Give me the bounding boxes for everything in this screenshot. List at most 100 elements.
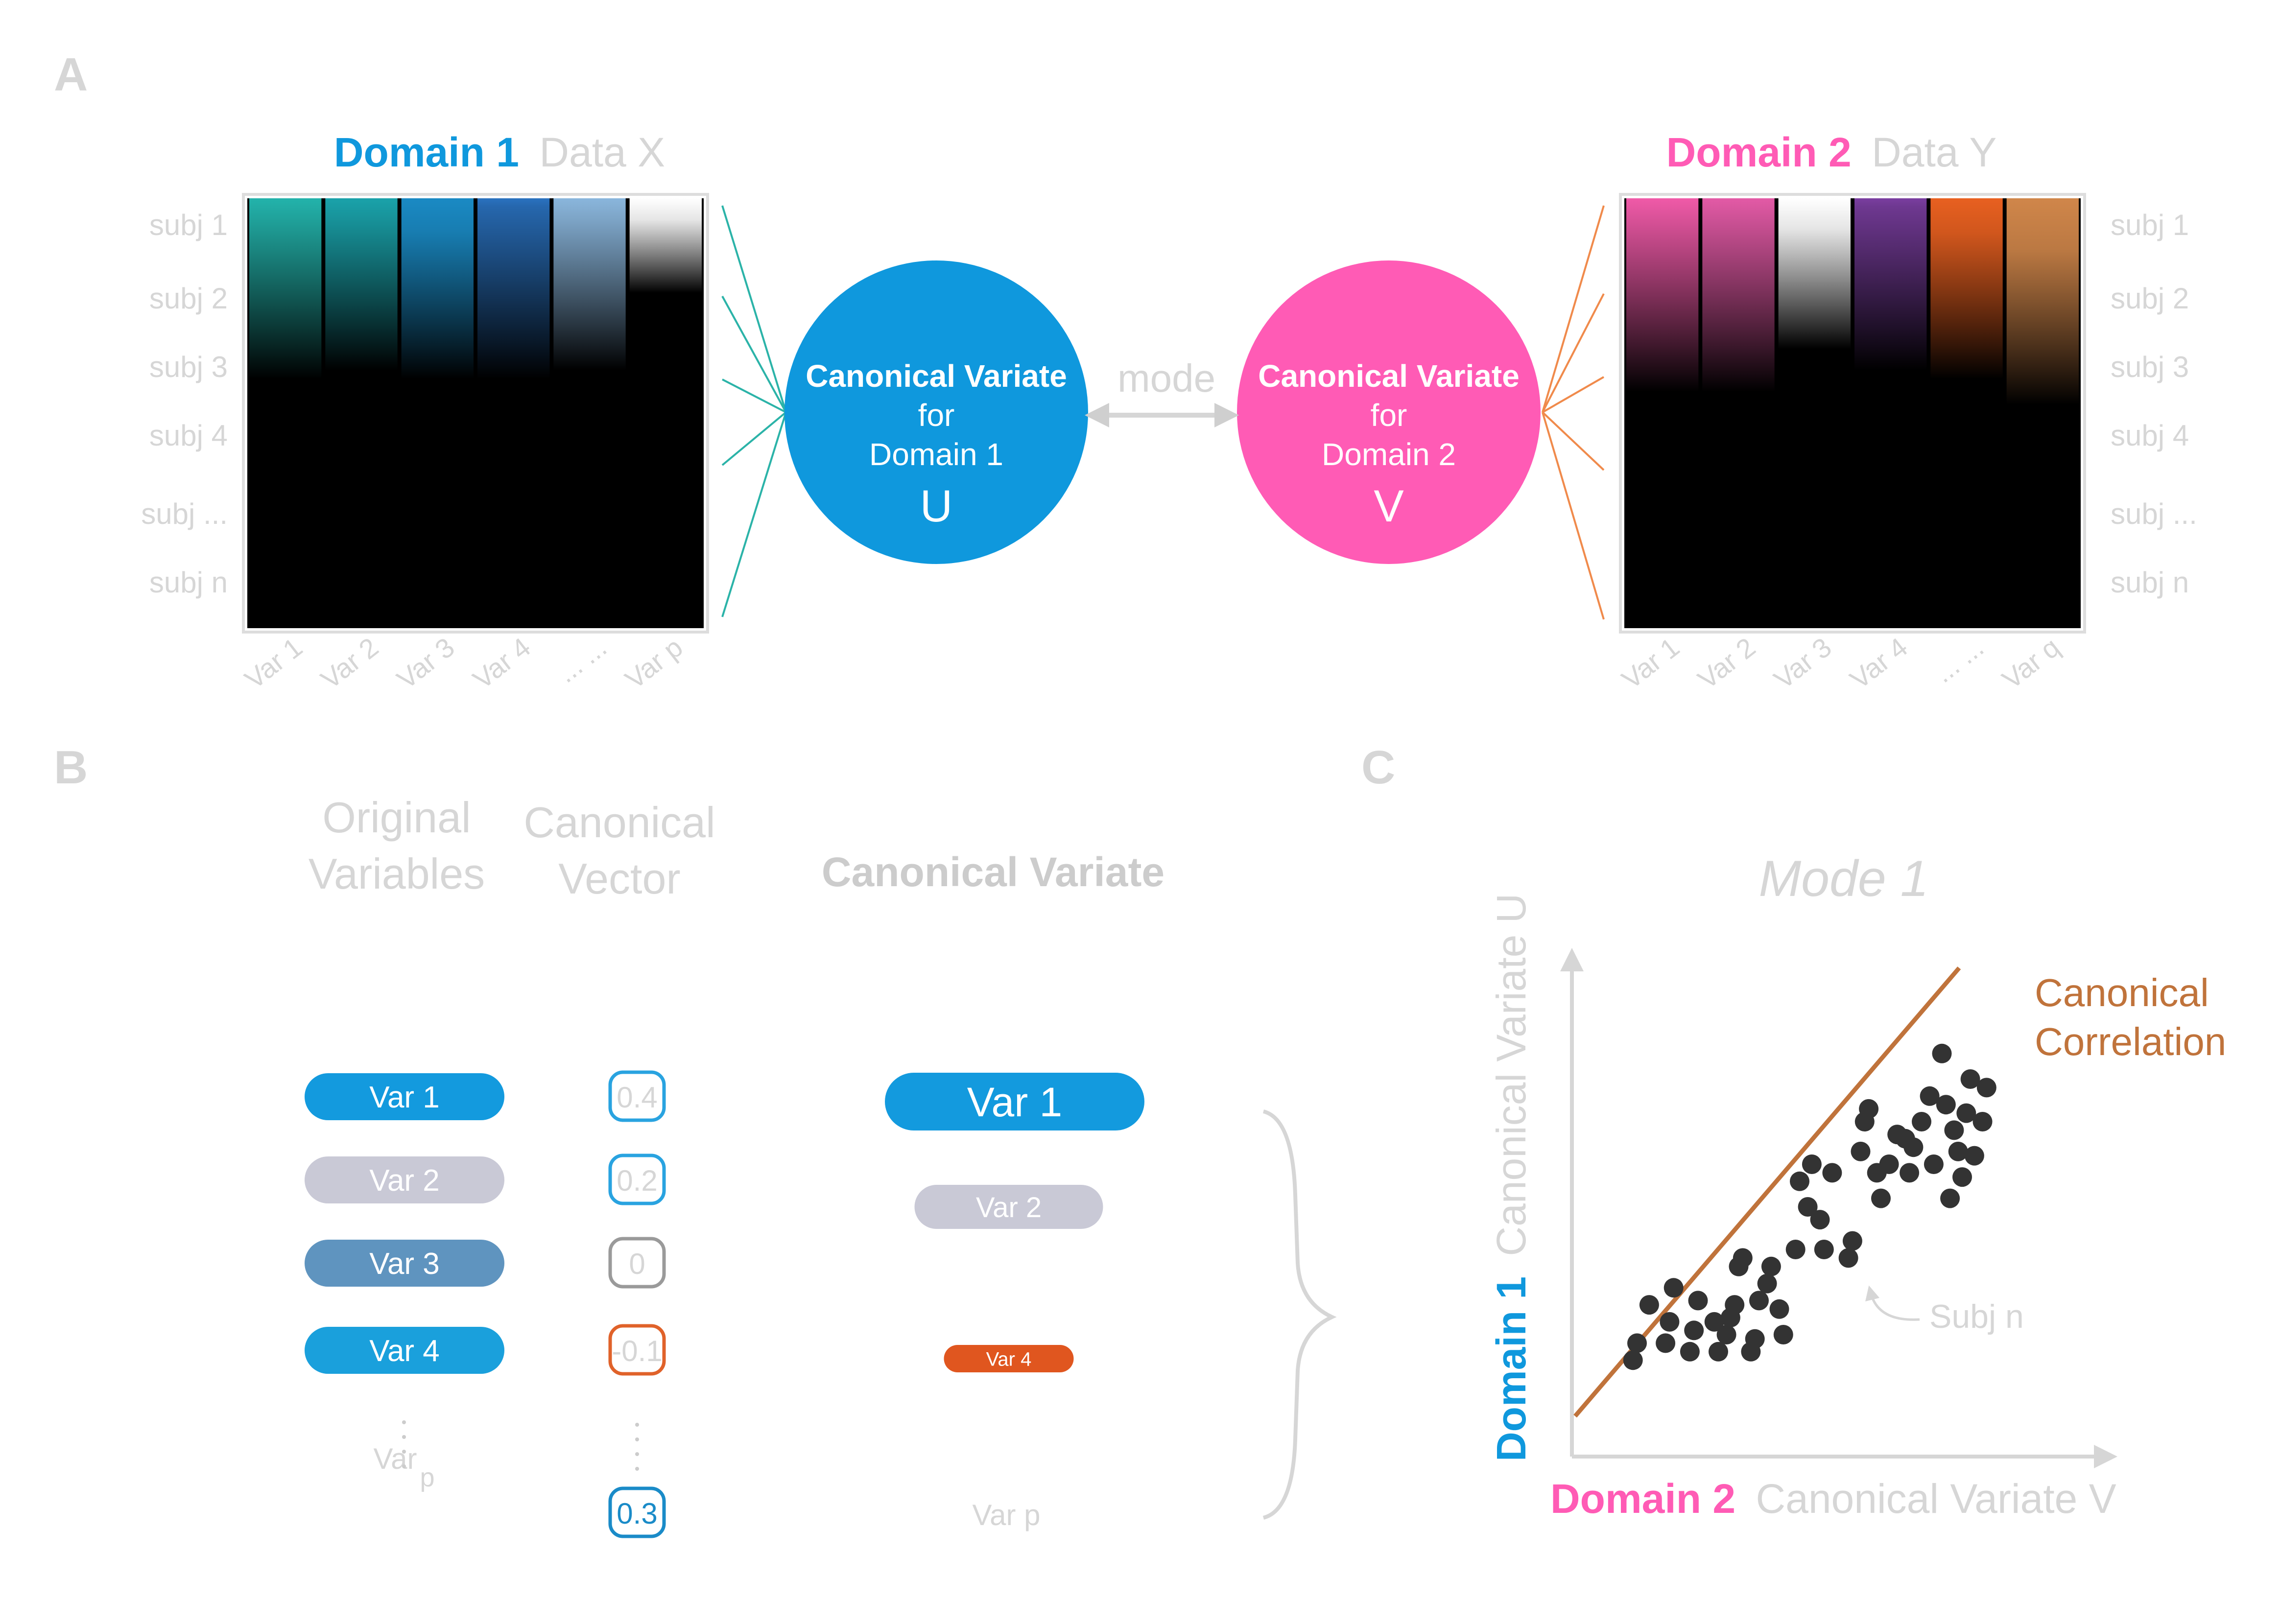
domain2-variable-labels: Var 1 Var 2 Var 3 Var 4 ... ... Var q bbox=[1616, 632, 2066, 695]
vertical-ellipsis-right bbox=[635, 1423, 639, 1471]
scatter-point bbox=[1956, 1103, 1976, 1123]
variate-v-line3: Domain 2 bbox=[1322, 437, 1456, 472]
domain1-connector bbox=[722, 378, 786, 413]
domain2-column-1 bbox=[1626, 198, 1699, 628]
domain2-connector bbox=[1542, 376, 1604, 413]
scatter-point bbox=[1688, 1291, 1708, 1311]
variate-v-symbol: V bbox=[1374, 481, 1403, 531]
domain2-column-6 bbox=[2006, 198, 2079, 628]
original-variable-label: Var 1 bbox=[369, 1081, 440, 1114]
variate-v-circle bbox=[1237, 260, 1541, 564]
scatter-point bbox=[1903, 1137, 1924, 1157]
domain1-variable-label: Var 4 bbox=[467, 632, 536, 695]
scatter-point bbox=[1623, 1350, 1643, 1370]
weight-value: 0.4 bbox=[617, 1081, 657, 1114]
domain1-matrix-background bbox=[247, 198, 704, 628]
scatter-point bbox=[1842, 1231, 1862, 1251]
variate-pill-3 bbox=[944, 1345, 1074, 1372]
original-variable-pill bbox=[305, 1073, 504, 1120]
scatter-point bbox=[1822, 1163, 1842, 1183]
domain1-variable-label: Var 1 bbox=[239, 632, 308, 695]
domain2-variable-label: ... ... bbox=[1928, 632, 1990, 689]
domain1-matrix-frame bbox=[242, 193, 709, 634]
scatter-point bbox=[1948, 1141, 1968, 1161]
scatter-point bbox=[1660, 1312, 1680, 1332]
domain2-connector bbox=[1542, 205, 1605, 413]
original-var-p: Varp bbox=[374, 1442, 435, 1492]
domain2-column-2 bbox=[1702, 198, 1775, 628]
curly-brace bbox=[1262, 1109, 1337, 1520]
variate-pill-2 bbox=[914, 1185, 1103, 1229]
vector-row-3: Var 3 0 bbox=[305, 1237, 666, 1289]
scatter-point bbox=[1912, 1112, 1931, 1131]
domain1-connector bbox=[721, 205, 787, 413]
domain2-data-matrix bbox=[1619, 193, 2086, 634]
scatter-point bbox=[1716, 1325, 1736, 1344]
domain2-variable-label: Var 3 bbox=[1768, 632, 1837, 695]
scatter-point bbox=[1749, 1291, 1769, 1311]
scatter-point bbox=[1810, 1210, 1830, 1230]
scatter-point bbox=[1976, 1078, 1996, 1098]
original-variable-pill bbox=[305, 1327, 504, 1374]
domain1-connector-lines bbox=[721, 205, 787, 617]
domain1-connector bbox=[721, 411, 787, 466]
scatter-point bbox=[1924, 1154, 1944, 1174]
domain1-subject-label: subj ... bbox=[141, 497, 228, 530]
scatter-point bbox=[1940, 1188, 1960, 1208]
canonical-variate-v: Canonical Variate for Domain 2 V bbox=[1237, 260, 1541, 564]
domain1-subject-label: subj 2 bbox=[149, 282, 228, 315]
domain1-column-1 bbox=[249, 198, 322, 628]
domain1-subject-label: subj 4 bbox=[149, 419, 228, 452]
scatter-point bbox=[1725, 1295, 1745, 1315]
domain2-column-4 bbox=[1854, 198, 1927, 628]
domain2-column-5 bbox=[1930, 198, 2003, 628]
canonical-variate-u: Canonical Variate for Domain 1 U bbox=[784, 260, 1088, 564]
domain1-connector bbox=[721, 296, 787, 413]
domain2-variable-label: Var q bbox=[1996, 632, 2066, 695]
domain1-subject-label: subj 3 bbox=[149, 351, 228, 383]
weight-box bbox=[608, 1237, 666, 1289]
y-axis-label: Domain 1 Canonical Variate U bbox=[1488, 894, 1534, 1461]
scatter-point bbox=[1960, 1069, 1980, 1089]
scatter-point bbox=[1936, 1095, 1956, 1115]
variate-u-circle bbox=[784, 260, 1088, 564]
domain1-variable-label: Var 3 bbox=[391, 632, 460, 695]
scatter-point bbox=[1790, 1171, 1809, 1191]
scatter-point bbox=[1680, 1342, 1700, 1362]
original-variable-pill bbox=[305, 1156, 504, 1203]
domain1-column-2 bbox=[325, 198, 398, 628]
domain1-data-matrix bbox=[242, 193, 709, 634]
domain1-column-5 bbox=[553, 198, 626, 628]
scatter-point bbox=[1932, 1043, 1952, 1063]
variate-u-symbol: U bbox=[920, 481, 952, 531]
scatter-point bbox=[1656, 1333, 1676, 1353]
canonical-vector-rows: Var 1 0.4 Var 2 0.2 Var 3 0 Var 4 -0.1 bbox=[305, 1070, 666, 1376]
variate-u-title: Canonical Variate bbox=[806, 358, 1067, 394]
panel-label-c: C bbox=[1361, 741, 1395, 794]
domain1-title: Domain 1 Data X bbox=[334, 129, 665, 175]
panel-label-b: B bbox=[54, 741, 88, 794]
domain2-connector bbox=[1542, 411, 1605, 471]
domain1-connector bbox=[721, 412, 787, 617]
scatter-point bbox=[1704, 1312, 1724, 1332]
weight-value-p: 0.3 bbox=[617, 1497, 657, 1530]
scatter-point bbox=[1952, 1167, 1972, 1187]
scatter-point bbox=[1900, 1163, 1920, 1183]
domain1-column-6 bbox=[629, 198, 702, 628]
scatter-point bbox=[1663, 1278, 1684, 1298]
weight-box bbox=[608, 1324, 666, 1376]
domain1-variable-label: ... ... bbox=[551, 632, 613, 689]
heading-original-1: Original bbox=[322, 793, 471, 842]
weight-value: 0 bbox=[629, 1247, 645, 1280]
domain2-variable-label: Var 1 bbox=[1616, 632, 1685, 695]
scatter-point bbox=[1879, 1154, 1899, 1174]
weight-box-p bbox=[608, 1486, 666, 1538]
scatter-point bbox=[1871, 1188, 1891, 1208]
variate-pill-label: Var 4 bbox=[986, 1348, 1032, 1370]
scatter-point bbox=[1757, 1273, 1777, 1294]
domain2-subject-label: subj 3 bbox=[2111, 351, 2189, 383]
heading-vector-1: Canonical bbox=[523, 798, 715, 847]
domain2-subject-label: subj n bbox=[2111, 566, 2189, 599]
domain2-matrix-frame bbox=[1619, 193, 2086, 634]
